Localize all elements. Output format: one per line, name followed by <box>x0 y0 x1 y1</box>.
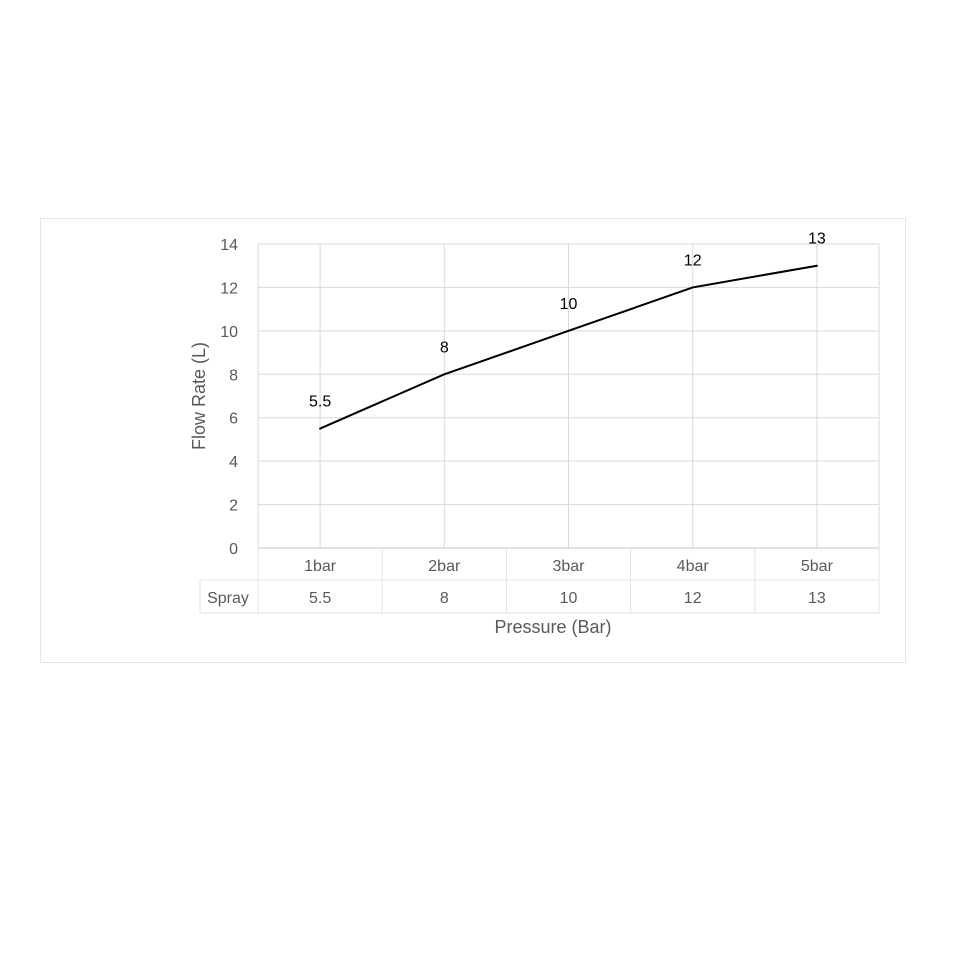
x-tick-label: 5bar <box>801 558 834 575</box>
y-tick-label: 0 <box>229 541 238 558</box>
gridlines <box>257 243 880 549</box>
series-spray <box>319 264 818 430</box>
data-point <box>319 427 322 430</box>
y-tick-label: 2 <box>229 498 238 515</box>
y-tick-labels: 0 2 4 6 8 10 12 14 <box>220 237 238 558</box>
y-tick-label: 12 <box>220 280 238 297</box>
data-point <box>567 329 570 332</box>
table-cell-value: 12 <box>684 590 702 607</box>
data-label: 8 <box>440 339 449 356</box>
x-axis-title: Pressure (Bar) <box>494 617 611 637</box>
data-table: 1bar 5.5 2bar 8 3bar 10 4bar 12 5bar 13 Spray <box>199 547 880 614</box>
table-cell-value: 13 <box>808 590 826 607</box>
table-cell-value: 8 <box>440 590 449 607</box>
data-point <box>443 373 446 376</box>
y-tick-label: 10 <box>220 324 238 341</box>
table-row-label: Spray <box>207 590 249 607</box>
y-tick-label: 4 <box>229 454 238 471</box>
x-tick-label: 2bar <box>428 558 461 575</box>
data-labels: 5.5 8 10 12 13 <box>309 231 826 411</box>
chart-frame <box>40 218 906 663</box>
data-label: 12 <box>684 252 702 269</box>
x-tick-label: 4bar <box>677 558 710 575</box>
table-cell-value: 5.5 <box>309 590 331 607</box>
data-point <box>815 264 818 267</box>
data-label: 13 <box>808 231 826 248</box>
data-label: 5.5 <box>309 394 331 411</box>
x-tick-label: 1bar <box>304 558 337 575</box>
x-tick-label: 3bar <box>552 558 585 575</box>
data-label: 10 <box>560 296 578 313</box>
y-tick-label: 8 <box>229 367 238 384</box>
data-point <box>691 286 694 289</box>
table-cell-value: 10 <box>560 590 578 607</box>
y-tick-label: 14 <box>220 237 238 254</box>
y-tick-label: 6 <box>229 411 238 428</box>
y-axis-title: Flow Rate (L) <box>189 342 209 450</box>
